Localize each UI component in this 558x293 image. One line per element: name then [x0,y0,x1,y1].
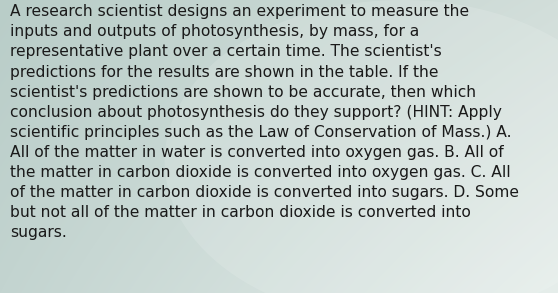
Ellipse shape [165,0,558,293]
Text: A research scientist designs an experiment to measure the
inputs and outputs of : A research scientist designs an experime… [10,4,519,240]
